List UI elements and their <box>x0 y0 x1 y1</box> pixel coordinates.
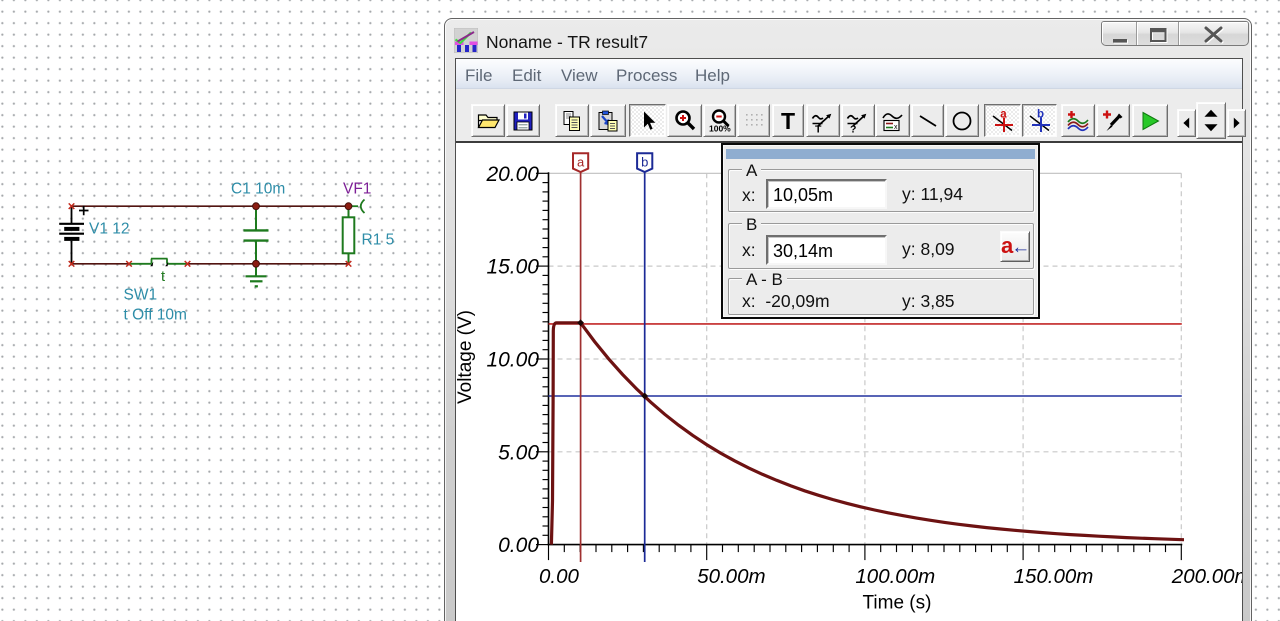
svg-text:t: t <box>161 269 165 285</box>
svg-text:5.00: 5.00 <box>498 441 539 464</box>
svg-text:R1 5: R1 5 <box>362 232 395 249</box>
svg-text:t Off 10m: t Off 10m <box>124 307 187 324</box>
svg-text:V1 12: V1 12 <box>89 221 130 238</box>
svg-text:T: T <box>815 123 822 133</box>
svg-text:Time (s): Time (s) <box>863 593 932 614</box>
svg-text:20.00: 20.00 <box>485 163 539 186</box>
svg-text:a: a <box>577 155 585 170</box>
svg-text:100.00m: 100.00m <box>855 565 935 588</box>
svg-text:0.00: 0.00 <box>498 534 539 557</box>
svg-text:100%: 100% <box>709 123 731 133</box>
svg-text:50.00m: 50.00m <box>697 565 765 588</box>
svg-text:200.00m: 200.00m <box>1171 565 1242 588</box>
svg-text:T: T <box>781 109 795 133</box>
svg-text:VF1: VF1 <box>343 181 371 198</box>
svg-text:0.00: 0.00 <box>539 565 579 588</box>
svg-text:15.00: 15.00 <box>486 256 539 279</box>
svg-text:x: x <box>894 124 898 131</box>
svg-text:a: a <box>1000 109 1007 121</box>
svg-text:?: ? <box>850 123 856 133</box>
svg-text:b: b <box>641 155 648 170</box>
svg-text:b: b <box>1036 109 1043 121</box>
svg-text:SW1: SW1 <box>124 287 158 304</box>
svg-text:10.00: 10.00 <box>486 349 539 372</box>
svg-text:C1 10m: C1 10m <box>231 181 285 198</box>
svg-text:Voltage (V): Voltage (V) <box>456 310 476 404</box>
svg-text:150.00m: 150.00m <box>1014 565 1094 588</box>
